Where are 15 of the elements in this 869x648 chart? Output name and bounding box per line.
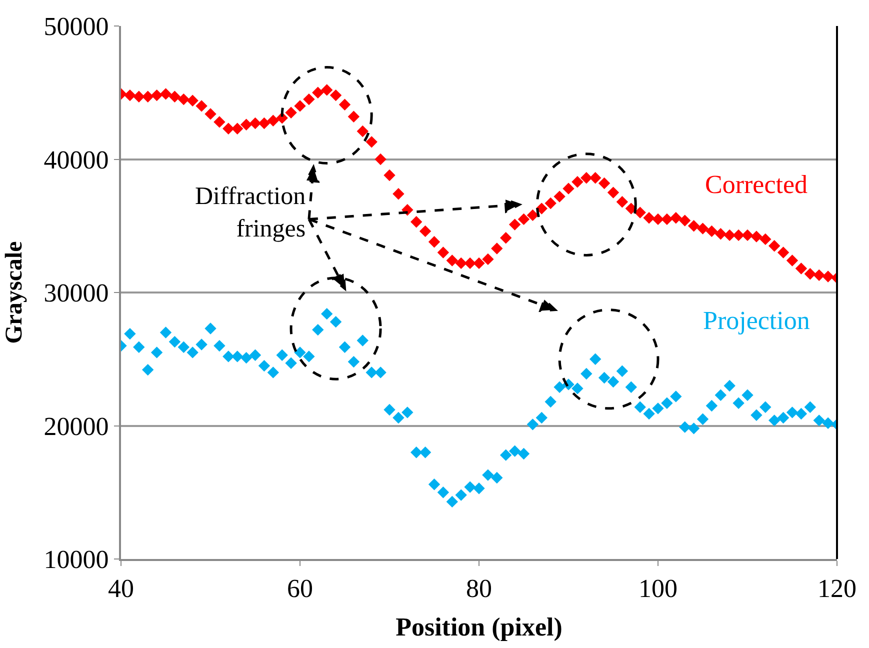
- y-tick-label: 50000: [44, 12, 109, 42]
- y-tick-label: 10000: [44, 545, 109, 574]
- text: Projection: [703, 306, 810, 335]
- y-tick-label: 20000: [44, 412, 109, 441]
- annotation: Diffraction fringes: [195, 183, 306, 242]
- x-tick-label: 120: [818, 574, 856, 604]
- x-tick-label: 80: [466, 574, 492, 604]
- x-axis-title: Position (pixel): [396, 612, 562, 642]
- x-tick-label: 60: [287, 574, 313, 604]
- series-label: Corrected: [705, 170, 808, 199]
- x-tick-label: 40: [108, 574, 134, 604]
- y-tick-label: 30000: [44, 278, 109, 308]
- x-tick-label: 100: [638, 574, 678, 604]
- y-tick-label: 40000: [44, 145, 109, 174]
- y-axis-title: Grayscale: [1, 240, 28, 344]
